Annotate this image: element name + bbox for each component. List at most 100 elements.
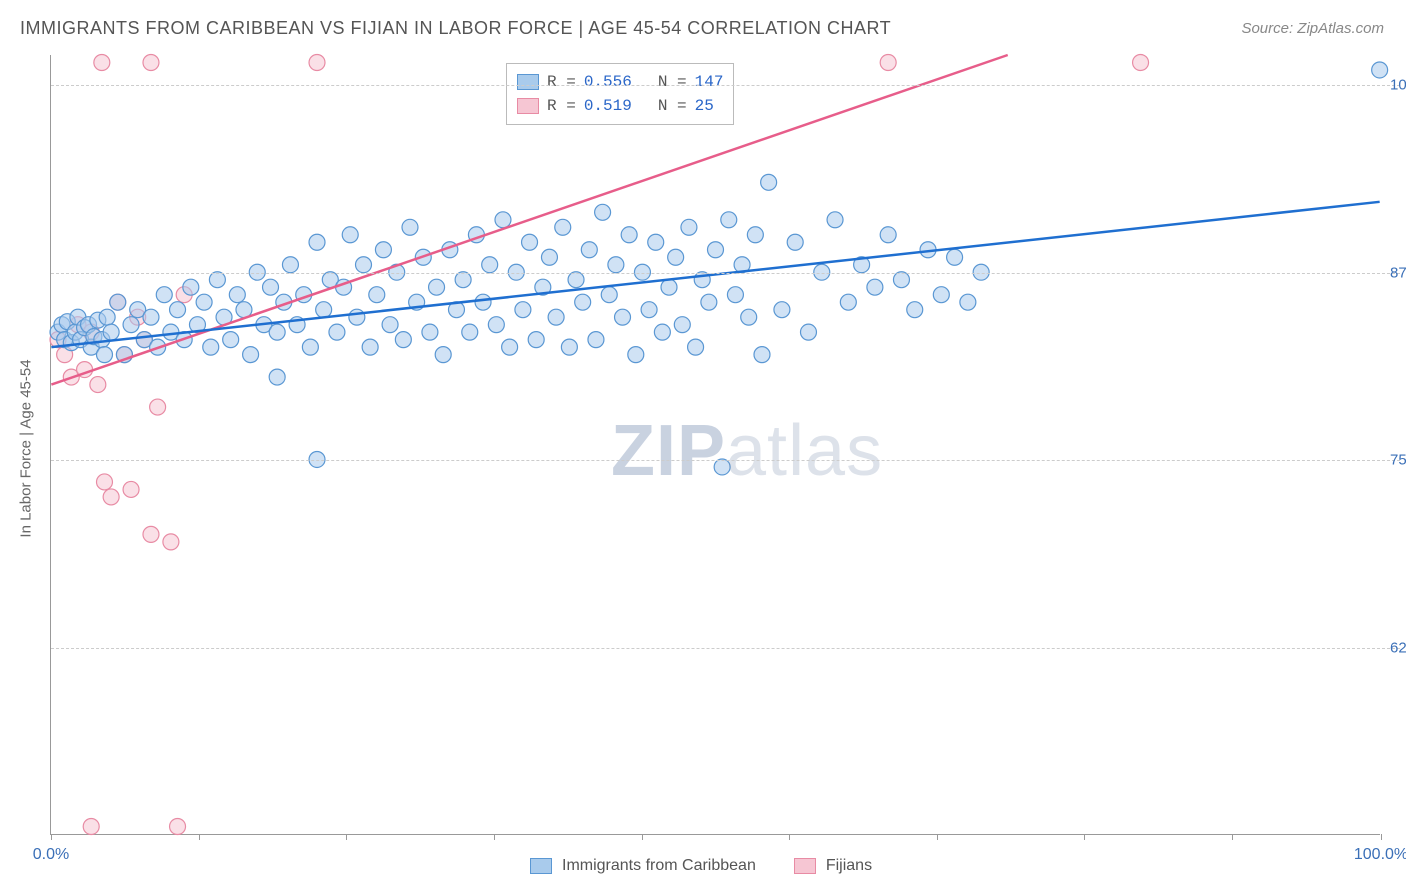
scatter-point (243, 347, 259, 363)
scatter-point (96, 474, 112, 490)
x-tick-mark (494, 834, 495, 840)
scatter-point (342, 227, 358, 243)
scatter-point (761, 174, 777, 190)
scatter-point (827, 212, 843, 228)
scatter-point (103, 324, 119, 340)
scatter-point (475, 294, 491, 310)
scatter-point (661, 279, 677, 295)
scatter-point (701, 294, 717, 310)
scatter-point (96, 347, 112, 363)
x-tick-mark (789, 834, 790, 840)
scatter-point (495, 212, 511, 228)
scatter-point (99, 309, 115, 325)
scatter-point (681, 219, 697, 235)
source-attribution: Source: ZipAtlas.com (1241, 20, 1384, 37)
legend-label: Immigrants from Caribbean (562, 857, 756, 875)
scatter-point (774, 302, 790, 318)
scatter-point (349, 309, 365, 325)
stat-n-label: N = (658, 94, 687, 118)
scatter-point (601, 287, 617, 303)
scatter-point (668, 249, 684, 265)
x-tick-mark (642, 834, 643, 840)
legend-label: Fijians (826, 857, 872, 875)
scatter-point (787, 234, 803, 250)
stat-r-value: 0.556 (584, 70, 632, 94)
scatter-point (83, 819, 99, 835)
stats-row: R = 0.519 N = 25 (517, 94, 723, 118)
stat-n-value: 147 (695, 70, 724, 94)
scatter-point (203, 339, 219, 355)
scatter-point (654, 324, 670, 340)
scatter-point (223, 332, 239, 348)
scatter-point (422, 324, 438, 340)
scatter-point (721, 212, 737, 228)
scatter-point (282, 257, 298, 273)
x-tick-mark (51, 834, 52, 840)
scatter-point (800, 324, 816, 340)
scatter-point (209, 272, 225, 288)
scatter-point (1133, 55, 1149, 71)
x-tick-mark (1084, 834, 1085, 840)
stat-n-label: N = (658, 70, 687, 94)
scatter-point (615, 309, 631, 325)
scatter-point (269, 324, 285, 340)
scatter-point (362, 339, 378, 355)
scatter-point (1372, 62, 1388, 78)
scatter-point (575, 294, 591, 310)
scatter-point (263, 279, 279, 295)
scatter-point (163, 534, 179, 550)
scatter-point (269, 369, 285, 385)
y-axis-label: In Labor Force | Age 45-54 (18, 359, 35, 537)
scatter-point (455, 272, 471, 288)
scatter-point (867, 279, 883, 295)
stat-r-label: R = (547, 94, 576, 118)
scatter-point (595, 204, 611, 220)
scatter-point (522, 234, 538, 250)
x-tick-label: 100.0% (1354, 846, 1406, 864)
scatter-point (880, 55, 896, 71)
scatter-point (110, 294, 126, 310)
scatter-point (302, 339, 318, 355)
legend-swatch-pink (794, 858, 816, 874)
scatter-point (156, 287, 172, 303)
scatter-point (90, 377, 106, 393)
stats-legend: R = 0.556 N = 147 R = 0.519 N = 25 (506, 63, 734, 125)
scatter-point (502, 339, 518, 355)
scatter-point (229, 287, 245, 303)
scatter-point (628, 347, 644, 363)
x-tick-mark (346, 834, 347, 840)
scatter-point (548, 309, 564, 325)
x-tick-label: 0.0% (33, 846, 69, 864)
scatter-point (608, 257, 624, 273)
scatter-point (947, 249, 963, 265)
scatter-point (309, 234, 325, 250)
scatter-point (754, 347, 770, 363)
x-tick-mark (199, 834, 200, 840)
y-tick-label: 100.0% (1390, 77, 1406, 94)
bottom-legend: Immigrants from Caribbean Fijians (530, 857, 872, 875)
scatter-point (747, 227, 763, 243)
plot-area: ZIPatlas R = 0.556 N = 147 R = 0.519 N =… (50, 55, 1380, 835)
scatter-point (329, 324, 345, 340)
y-tick-label: 75.0% (1390, 452, 1406, 469)
gridline (51, 85, 1400, 86)
scatter-point (893, 272, 909, 288)
scatter-point (196, 294, 212, 310)
gridline (51, 460, 1400, 461)
gridline (51, 273, 1400, 274)
scatter-point (462, 324, 478, 340)
scatter-point (568, 272, 584, 288)
scatter-point (541, 249, 557, 265)
scatter-point (150, 399, 166, 415)
scatter-point (555, 219, 571, 235)
scatter-point (488, 317, 504, 333)
legend-swatch-pink (517, 98, 539, 114)
scatter-point (648, 234, 664, 250)
scatter-point (143, 55, 159, 71)
scatter-point (641, 302, 657, 318)
x-tick-mark (937, 834, 938, 840)
scatter-point (674, 317, 690, 333)
chart-title: IMMIGRANTS FROM CARIBBEAN VS FIJIAN IN L… (20, 18, 891, 39)
scatter-point (482, 257, 498, 273)
scatter-point (429, 279, 445, 295)
